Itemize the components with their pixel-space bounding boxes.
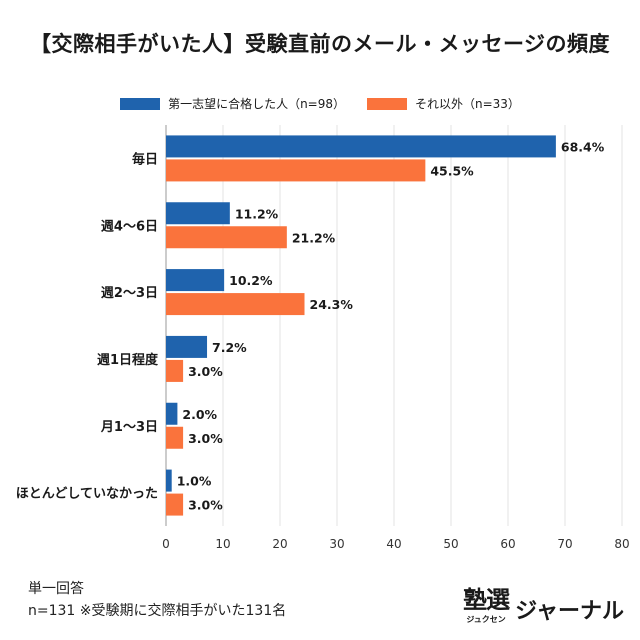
data-label: 68.4%: [561, 139, 605, 154]
legend-label-series-1: 第一志望に合格した人（n=98）: [168, 97, 345, 111]
x-tick-label: 60: [500, 537, 515, 551]
bar-series-2: [166, 159, 426, 182]
legend-label-series-2: それ以外（n=33）: [415, 97, 520, 111]
data-label: 45.5%: [430, 163, 474, 178]
data-label: 10.2%: [229, 273, 273, 288]
legend: 第一志望に合格した人（n=98） それ以外（n=33）: [0, 95, 640, 112]
bar-series-1: [166, 402, 178, 425]
x-tick-label: 30: [329, 537, 344, 551]
bar-series-2: [166, 359, 184, 382]
category-label: 週4〜6日: [101, 219, 158, 234]
x-tick-label: 40: [386, 537, 401, 551]
data-label: 21.2%: [292, 230, 336, 245]
data-label: 3.0%: [188, 431, 223, 446]
brand-mark: 塾選 ジュクセン: [463, 586, 510, 625]
x-tick-label: 0: [162, 537, 170, 551]
data-label: 3.0%: [188, 364, 223, 379]
x-tick-label: 80: [614, 537, 629, 551]
data-label: 24.3%: [310, 297, 354, 312]
x-tick-label: 20: [272, 537, 287, 551]
data-label: 7.2%: [212, 340, 247, 355]
category-label: 週2〜3日: [101, 286, 158, 301]
category-label: 週1日程度: [97, 352, 159, 368]
legend-item-series-2: それ以外（n=33）: [367, 95, 520, 112]
bar-series-1: [166, 469, 172, 492]
legend-item-series-1: 第一志望に合格した人（n=98）: [120, 95, 345, 112]
bar-series-2: [166, 426, 184, 449]
data-label: 1.0%: [177, 474, 212, 489]
brand-word: ジャーナル: [515, 599, 624, 624]
bar-series-1: [166, 135, 556, 158]
chart-title: 【交際相手がいた人】受験直前のメール・メッセージの頻度: [29, 32, 611, 56]
x-tick-label: 10: [215, 537, 230, 551]
x-tick-label: 70: [557, 537, 572, 551]
category-label: 月1〜3日: [100, 420, 158, 435]
data-label: 3.0%: [188, 498, 223, 513]
note-sample-size: n=131 ※受験期に交際相手がいた131名: [28, 603, 287, 619]
legend-swatch-series-2: [367, 97, 407, 110]
note-answer-type: 単一回答: [28, 581, 84, 597]
category-label: 毎日: [132, 151, 158, 167]
bar-series-1: [166, 269, 225, 292]
data-label: 11.2%: [235, 206, 279, 221]
bar-series-2: [166, 226, 287, 249]
data-label: 2.0%: [182, 407, 217, 422]
brand-kanji: 塾選: [463, 586, 510, 614]
bar-chart: 0 10 20 30 40 50 60 70 80 毎日 68.4% 45.5% 週4〜6日 11.2% 2…: [16, 125, 630, 551]
brand-kana: ジュクセン: [466, 615, 506, 624]
category-label: ほとんどしていなかった: [16, 487, 158, 502]
bar-series-2: [166, 293, 305, 316]
x-tick-label: 50: [443, 537, 458, 551]
bar-series-1: [166, 335, 208, 358]
legend-swatch-series-1: [120, 97, 161, 110]
bar-series-1: [166, 202, 230, 225]
bar-series-2: [166, 493, 184, 516]
brand-logo: 塾選 ジュクセン ジャーナル: [463, 588, 624, 625]
